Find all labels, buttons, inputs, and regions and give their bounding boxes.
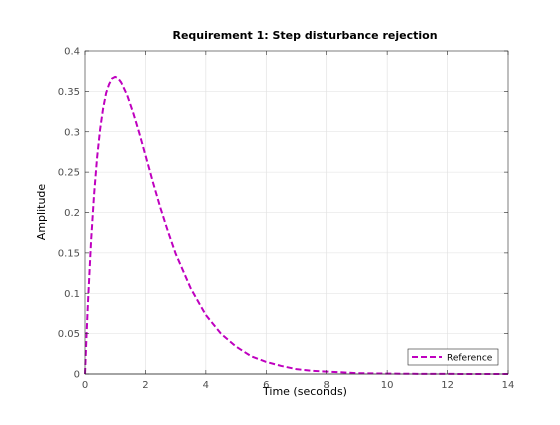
legend-label: Reference — [447, 354, 493, 364]
y-tick-label: 0 — [74, 370, 80, 381]
x-axis-label: Time (seconds) — [262, 385, 347, 398]
y-tick-label: 0.05 — [58, 329, 80, 340]
y-tick-label: 0.15 — [58, 248, 80, 259]
chart-title: Requirement 1: Step disturbance rejectio… — [172, 29, 437, 42]
y-tick-label: 0.35 — [58, 87, 80, 98]
x-tick-label: 12 — [441, 380, 454, 391]
grid — [85, 51, 508, 374]
x-tick-label: 14 — [502, 380, 515, 391]
x-tick-label: 6 — [263, 380, 269, 391]
y-tick-label: 0.3 — [64, 127, 80, 138]
y-tick-label: 0.2 — [64, 208, 80, 219]
x-tick-label: 2 — [142, 380, 148, 391]
y-tick-label: 0.1 — [64, 289, 80, 300]
x-tick-label: 8 — [324, 380, 330, 391]
legend: Reference — [407, 348, 499, 366]
x-tick-label: 10 — [381, 380, 394, 391]
x-tick-label: 0 — [82, 380, 88, 391]
series-layer — [84, 75, 509, 375]
y-tick-label: 0.25 — [58, 168, 80, 179]
y-tick-label: 0.4 — [64, 47, 80, 58]
legend-box — [407, 348, 499, 366]
x-tick-label: 4 — [203, 380, 209, 391]
ticks: 0 2 4 6 8 10 12 14 0 0.05 0.1 0.15 0.2 0.25 0.3 0.35 0.4 — [58, 47, 515, 392]
y-axis-label: Amplitude — [35, 184, 48, 241]
series-line-reference — [84, 75, 509, 375]
